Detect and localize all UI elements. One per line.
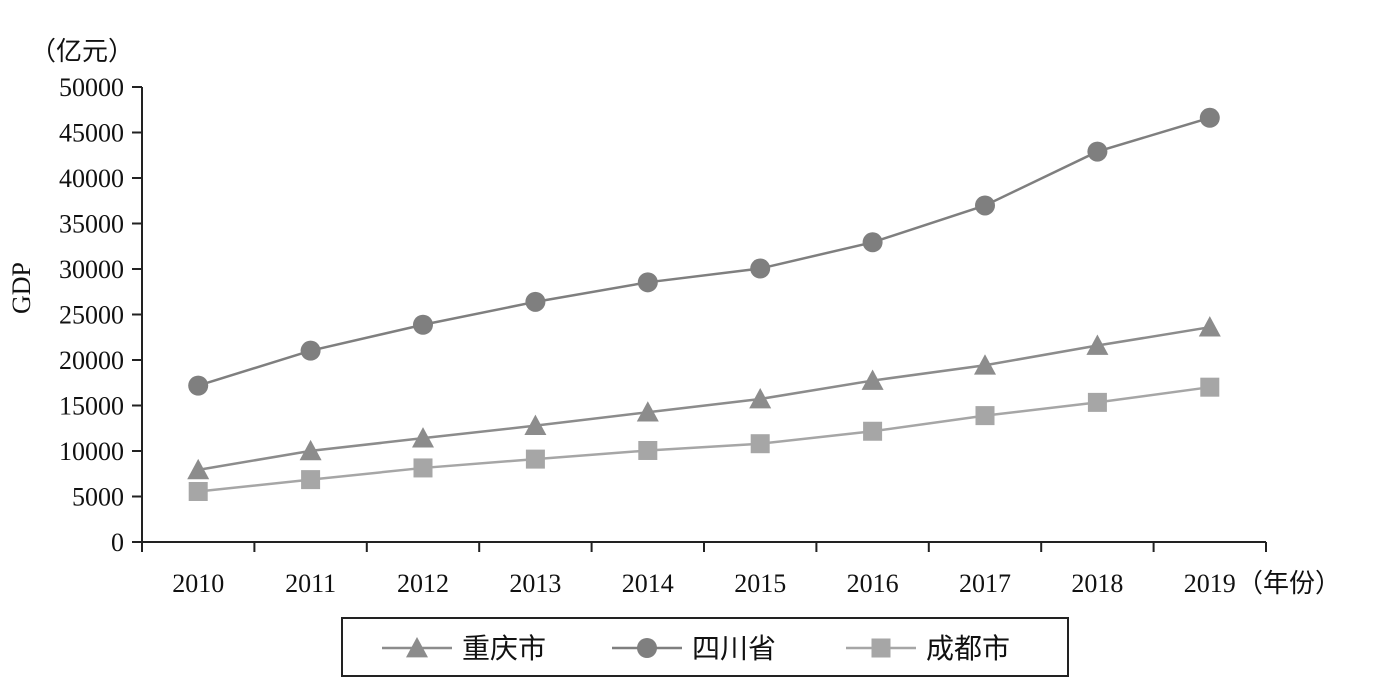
x-tick-label: 2010 xyxy=(172,569,224,598)
y-unit-label: （亿元） xyxy=(30,37,134,66)
data-point xyxy=(413,314,433,335)
data-point xyxy=(638,440,658,460)
y-tick-label: 45000 xyxy=(59,119,124,148)
data-point xyxy=(750,258,771,279)
data-point xyxy=(750,434,770,454)
data-point xyxy=(1087,392,1107,412)
legend-marker xyxy=(871,638,891,658)
y-tick-label: 20000 xyxy=(59,346,124,375)
series-layer xyxy=(187,107,1221,501)
legend-marker xyxy=(406,637,428,658)
legend-entry: 成都市 xyxy=(846,632,1010,665)
y-tick-label: 10000 xyxy=(59,437,124,466)
data-point xyxy=(300,340,321,361)
data-point xyxy=(412,427,434,448)
data-point xyxy=(975,195,995,216)
legend-entry: 重庆市 xyxy=(382,632,546,665)
x-tick-label: 2015 xyxy=(734,569,786,598)
data-point xyxy=(413,458,433,478)
legend-marker xyxy=(637,638,657,658)
y-tick-label: 15000 xyxy=(59,392,124,421)
legend-label: 成都市 xyxy=(926,632,1010,665)
y-tick-label: 0 xyxy=(111,528,124,557)
legend-box xyxy=(341,617,1069,677)
data-point xyxy=(861,369,884,390)
x-tick-label: 2012 xyxy=(397,569,449,598)
x-tick-label: 2018 xyxy=(1071,569,1123,598)
y-tick-label: 50000 xyxy=(59,73,124,102)
series-circle xyxy=(188,107,1220,396)
legend: 重庆市 四川省 成都市 xyxy=(341,617,1069,677)
y-tick-label: 40000 xyxy=(59,164,124,193)
y-tick-label: 25000 xyxy=(59,301,124,330)
x-tick-label: 2019 xyxy=(1184,569,1236,598)
data-point xyxy=(863,421,883,441)
data-point xyxy=(1199,107,1220,128)
series-line xyxy=(197,325,1211,472)
x-tick-label: 2011 xyxy=(285,569,336,598)
y-axis-title: GDP xyxy=(7,262,36,314)
data-point xyxy=(525,291,546,312)
data-point xyxy=(975,406,995,426)
y-tick-label: 35000 xyxy=(59,210,124,239)
legend-label: 重庆市 xyxy=(462,632,546,665)
y-tick-label: 30000 xyxy=(59,255,124,284)
data-point xyxy=(299,439,322,461)
series-square xyxy=(188,377,1220,501)
legend-label: 四川省 xyxy=(692,632,776,665)
data-point xyxy=(187,458,210,480)
data-point xyxy=(524,414,547,436)
data-point xyxy=(862,232,883,253)
y-ticks: 0 5000 10000 15000 20000 25000 30000 35000 40000… xyxy=(59,73,142,557)
data-point xyxy=(188,481,208,501)
x-tick-label: 2017 xyxy=(959,569,1011,598)
series-line xyxy=(198,385,1210,493)
data-point xyxy=(637,272,658,293)
data-point xyxy=(1198,316,1221,337)
x-tick-label: 2013 xyxy=(509,569,561,598)
data-point xyxy=(301,470,321,490)
data-point xyxy=(188,375,209,396)
x-tick-label: 2016 xyxy=(847,569,899,598)
x-ticks: 2010 2011 2012 2013 2014 2015 2016 2017 2018 2019 xyxy=(141,542,1267,598)
x-axis-title: （年份） xyxy=(1237,569,1341,598)
series-line xyxy=(197,116,1211,387)
data-point xyxy=(974,354,996,375)
data-point xyxy=(1086,334,1109,355)
data-point xyxy=(525,449,545,469)
data-point xyxy=(749,387,772,409)
x-tick-label: 2014 xyxy=(622,569,674,598)
data-point xyxy=(636,401,659,422)
data-point xyxy=(1200,377,1220,397)
legend-entry: 四川省 xyxy=(612,632,776,665)
series-triangle xyxy=(187,316,1221,480)
y-tick-label: 5000 xyxy=(72,483,124,512)
data-point xyxy=(1087,141,1108,162)
